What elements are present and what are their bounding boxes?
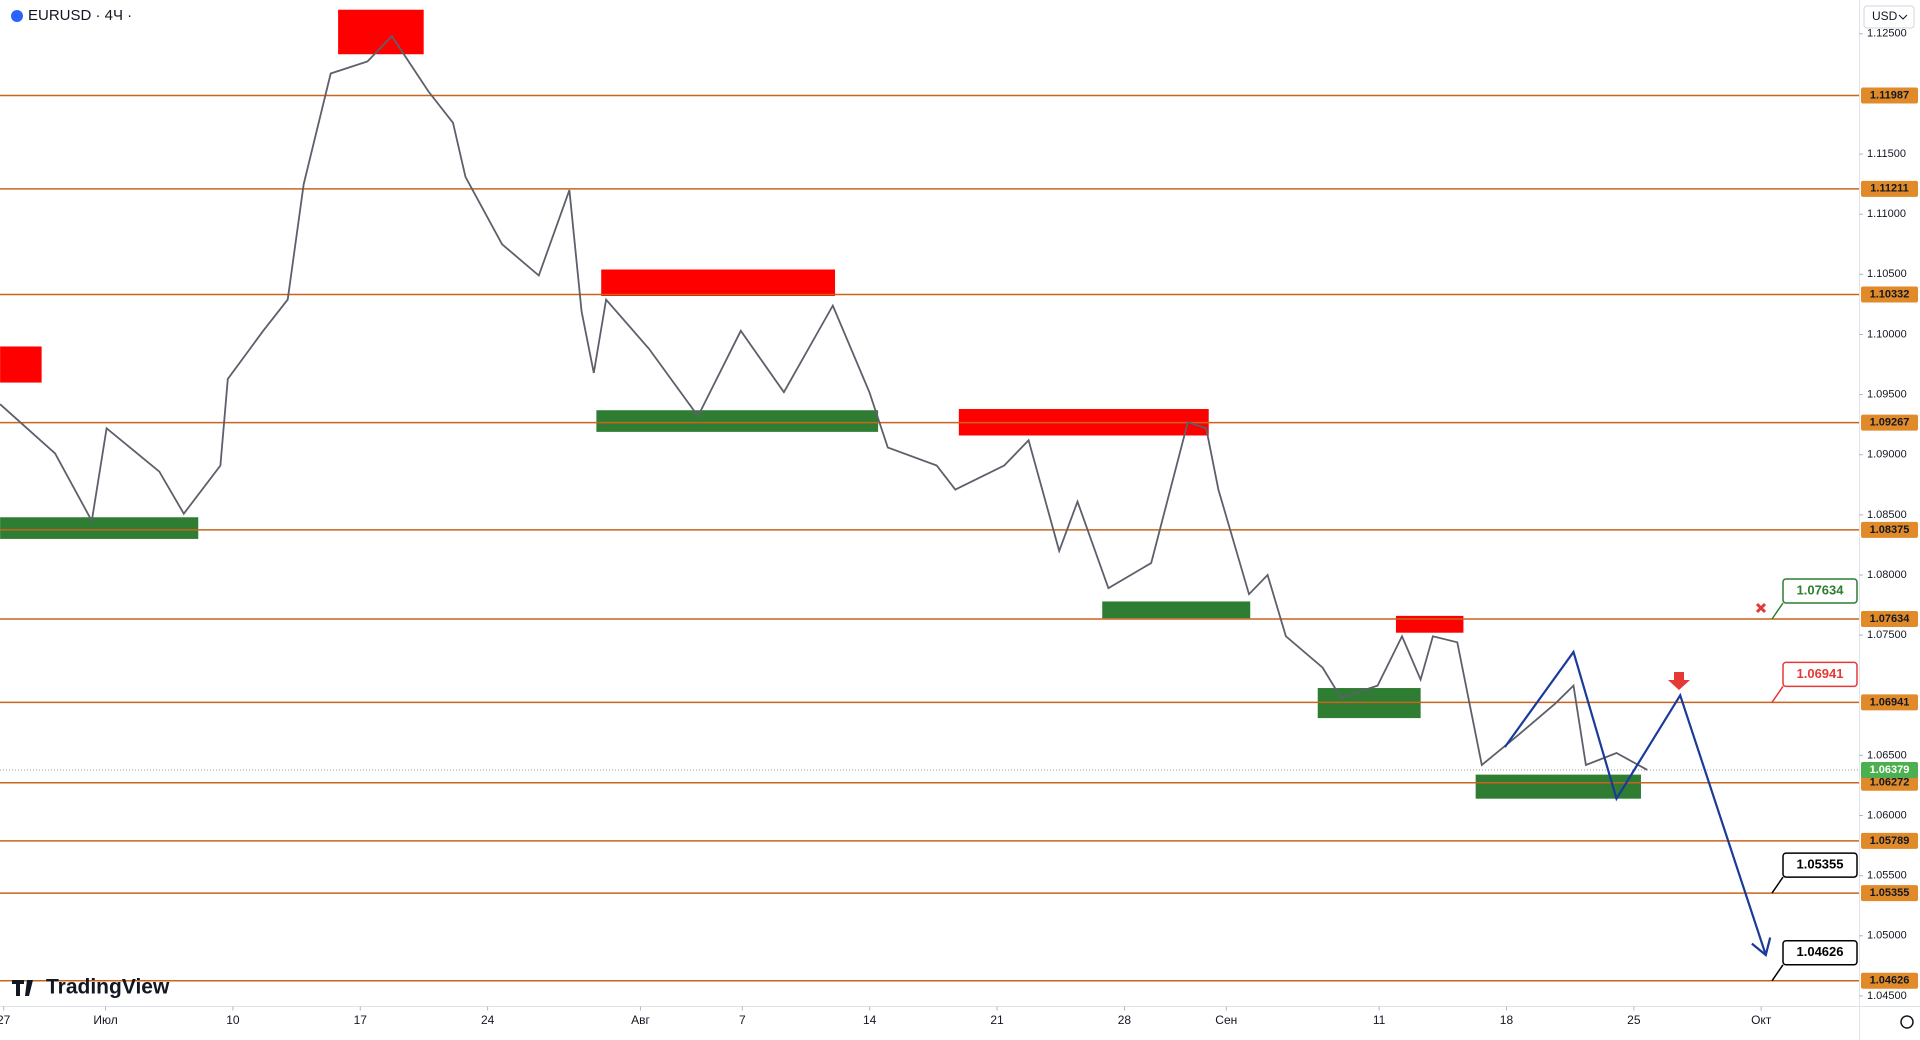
y-tick-label: 1.11500 bbox=[1867, 148, 1906, 160]
x-tick-label: 14 bbox=[863, 1013, 877, 1027]
projection-arrowhead bbox=[1751, 937, 1772, 957]
level-tag-label: 1.06941 bbox=[1870, 696, 1910, 708]
callout-label: 1.05355 bbox=[1797, 857, 1844, 872]
symbol-icon bbox=[11, 10, 23, 22]
y-tick-label: 1.09500 bbox=[1867, 388, 1907, 400]
y-tick-label: 1.10500 bbox=[1867, 268, 1907, 280]
y-tick-label: 1.08000 bbox=[1867, 569, 1907, 581]
y-tick-label: 1.05500 bbox=[1867, 870, 1907, 882]
zone bbox=[596, 410, 879, 432]
currency-button[interactable] bbox=[1863, 5, 1915, 29]
y-tick-label: 1.07500 bbox=[1867, 629, 1907, 641]
level-tag-label: 1.07634 bbox=[1870, 613, 1911, 625]
zone bbox=[0, 346, 42, 383]
y-tick-label: 1.04500 bbox=[1867, 990, 1907, 1002]
x-tick-label: 21 bbox=[990, 1013, 1004, 1027]
level-tag bbox=[1861, 694, 1918, 711]
level-tag bbox=[1861, 885, 1918, 902]
level-tag-label: 1.05355 bbox=[1870, 887, 1910, 899]
x-tick-label: 10 bbox=[226, 1013, 240, 1027]
zone bbox=[1395, 615, 1464, 633]
level-tag bbox=[1861, 611, 1918, 628]
callout-box bbox=[1782, 940, 1858, 966]
callout-pointer bbox=[1771, 964, 1784, 982]
current-price-tag bbox=[1861, 761, 1918, 778]
callout-box bbox=[1782, 661, 1858, 688]
y-tick-label: 1.08500 bbox=[1867, 509, 1907, 521]
y-tick-label: 1.10000 bbox=[1867, 328, 1907, 340]
x-tick-label: Июл bbox=[93, 1013, 117, 1027]
x-tick-label: 25 bbox=[1627, 1013, 1641, 1027]
x-tick-label: Сен bbox=[1215, 1013, 1237, 1027]
plot-layer: 1.12500 1.11500 1.11000 1.10500 1.10000 1.095… bbox=[0, 9, 1907, 1027]
x-tick-label: 7 bbox=[739, 1013, 746, 1027]
x-tick-label: 11 bbox=[1373, 1013, 1386, 1027]
settings-button[interactable] bbox=[1900, 1015, 1914, 1029]
level-tag bbox=[1861, 87, 1918, 104]
projection-path bbox=[1504, 649, 1767, 956]
y-tick-label: 1.12500 bbox=[1867, 28, 1907, 40]
currency-label: USD bbox=[1872, 9, 1898, 23]
price-line bbox=[0, 34, 1648, 771]
level-tag bbox=[1861, 414, 1918, 431]
level-tag-label: 1.11211 bbox=[1870, 183, 1909, 195]
callout-label: 1.06941 bbox=[1797, 666, 1844, 681]
x-tick-label: 28 bbox=[1118, 1013, 1132, 1027]
x-tick-label: 17 bbox=[354, 1013, 368, 1027]
callout-pointer bbox=[1771, 685, 1784, 703]
x-tick-label: Авг bbox=[631, 1013, 650, 1027]
y-tick-label: 1.06000 bbox=[1867, 809, 1907, 821]
current-price-label: 1.06379 bbox=[1870, 764, 1910, 776]
callout-box bbox=[1782, 852, 1858, 878]
callout-label: 1.07634 bbox=[1797, 582, 1845, 597]
x-tick-label: Окт bbox=[1751, 1013, 1772, 1027]
level-tag bbox=[1861, 286, 1918, 303]
level-tag bbox=[1861, 180, 1918, 197]
level-tag bbox=[1861, 521, 1918, 538]
cancel-marker bbox=[1755, 602, 1767, 614]
level-tag bbox=[1861, 972, 1918, 989]
x-tick-label: 24 bbox=[481, 1013, 495, 1027]
brand-icon bbox=[12, 980, 33, 996]
sell-arrow bbox=[1668, 672, 1690, 690]
level-tag-label: 1.04626 bbox=[1870, 975, 1910, 987]
level-tag-label: 1.11987 bbox=[1870, 89, 1909, 101]
level-tag-label: 1.06272 bbox=[1870, 777, 1910, 789]
y-tick-label: 1.05000 bbox=[1867, 930, 1907, 942]
zone bbox=[601, 269, 836, 296]
level-tag bbox=[1861, 774, 1918, 791]
zone bbox=[1102, 601, 1251, 619]
callout-box bbox=[1782, 578, 1858, 604]
y-tick-label: 1.11000 bbox=[1867, 208, 1906, 220]
callout-pointer bbox=[1771, 602, 1784, 620]
currency-caret bbox=[1898, 14, 1908, 20]
chart-title: EURUSD · 4Ч · bbox=[28, 7, 132, 24]
y-tick-label: 1.09000 bbox=[1867, 449, 1907, 461]
x-tick-label: 27 bbox=[0, 1013, 11, 1027]
callout-pointer bbox=[1771, 876, 1784, 894]
y-tick-label: 1.06500 bbox=[1867, 749, 1907, 761]
brand-logo: TradingView bbox=[46, 976, 170, 999]
x-tick-label: 18 bbox=[1500, 1013, 1514, 1027]
level-tag-label: 1.08375 bbox=[1870, 524, 1910, 536]
level-tag-label: 1.09267 bbox=[1870, 417, 1910, 429]
level-tag-label: 1.05789 bbox=[1870, 835, 1910, 847]
level-tag bbox=[1861, 832, 1918, 849]
zone bbox=[0, 517, 199, 539]
callout-label: 1.04626 bbox=[1797, 944, 1844, 959]
level-tag-label: 1.10332 bbox=[1870, 288, 1910, 300]
